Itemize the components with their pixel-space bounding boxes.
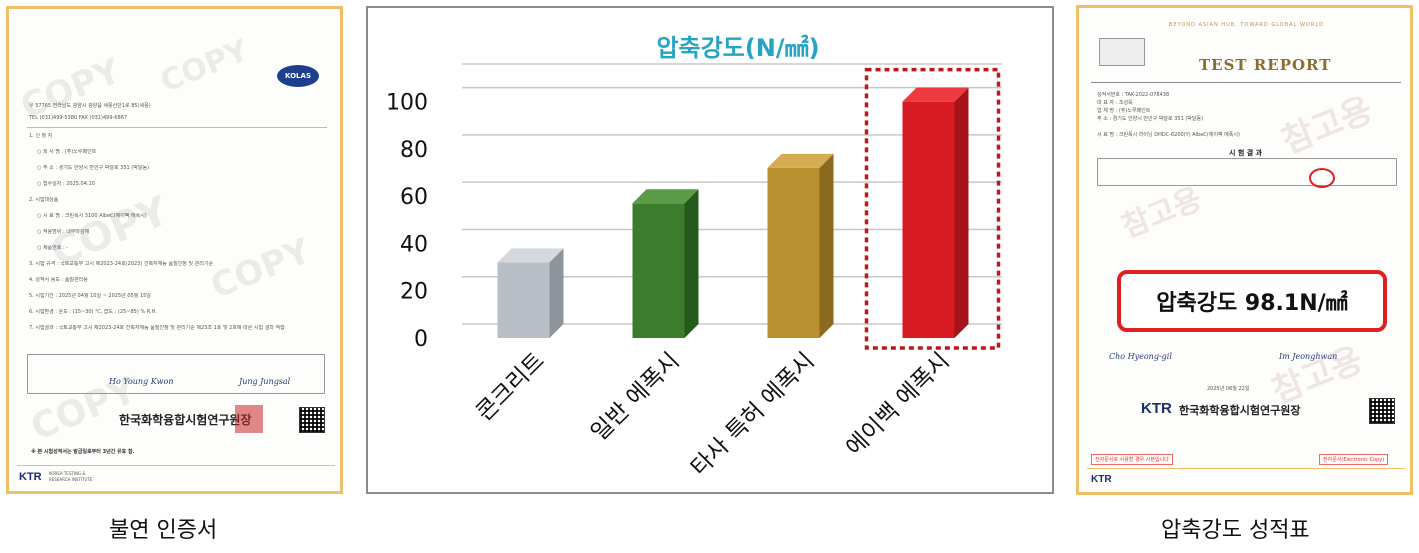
bar-front [767, 167, 820, 338]
certificate-line: ○ 시 료 명 : 크린폭시 3100 AlbeC(에이벡 에폭시) [37, 213, 147, 219]
validity-note: ※ 본 시험성적서는 발급일로부터 3년간 유효 함. [31, 449, 135, 455]
report-date: 2025년 06월 22일 [1207, 386, 1250, 392]
ktr-logo-subtitle: KOREA TESTING & RESEARCH INSTITUTE [49, 471, 93, 482]
x-category-label: 일반 에폭시 [586, 348, 684, 446]
signer-1-signature: Ho Young Kwon [109, 377, 174, 386]
bar-top [497, 248, 564, 263]
report-qr-code [1369, 398, 1395, 424]
caption-strength-report: 압축강도 성적표 [1161, 518, 1310, 543]
signature-table [27, 354, 325, 394]
bar-top [767, 153, 834, 168]
certificate-line: ○ 접수일자 : 2025.04.10 [37, 181, 95, 187]
bar-side [684, 189, 699, 338]
certificate-line: ○ 제품번호 : - [37, 245, 69, 251]
callout-text: 압축강도 98.1N/㎟ [1156, 291, 1348, 316]
certificate-line: 6. 시험환경 : 온도 : (15~30) ℃, 습도 : (25~85) %… [29, 309, 157, 315]
x-category-label: 콘크리트 [472, 348, 550, 426]
x-category-label: 타사 특허 에폭시 [686, 348, 819, 481]
certificate-line: ○ 주 소 : 경기도 안양시 만안구 박달로 351 (박달동) [37, 165, 149, 171]
results-table [1097, 158, 1397, 186]
bar-front [902, 101, 955, 339]
report-org-name: 한국화학융합시험연구원장 [1179, 404, 1301, 417]
ktr-emblem [1099, 38, 1145, 66]
certificate-line: 2. 시험대상품 [29, 197, 59, 203]
y-tick-label: 60 [400, 185, 428, 210]
report-footer-logo: KTR [1091, 474, 1112, 485]
bar-side [819, 153, 834, 338]
certificate-line: ○ 회 사 명 : (주)노루페인트 [37, 149, 97, 155]
copy-stamp-right: 전자문서(Electronic Copy) [1319, 454, 1389, 465]
bar-side [954, 87, 969, 339]
certificate-line: 5. 시험기간 : 2025년 04월 10일 ~ 2025년 05월 15일 [29, 293, 151, 299]
report-ktr-logo: KTR [1141, 400, 1172, 417]
report-banner: BEYOND ASIAN HUB, TOWARD GLOBAL WORLD [1169, 22, 1324, 28]
certificate-line: 1. 신 청 자 [29, 133, 53, 139]
x-category-label: 에이백 에폭시 [841, 348, 954, 461]
bar-top [902, 87, 969, 102]
chart-title: 압축강도(N/㎟) [656, 34, 819, 62]
results-section-title: 시 험 결 과 [1229, 149, 1263, 157]
bar-top [632, 189, 699, 204]
y-tick-label: 0 [414, 327, 428, 352]
bar [902, 87, 969, 339]
highlight-box [864, 67, 1001, 350]
certificate-line: 3. 시험 규격 : 국토교통부 고시 제2023-24호(2023) 건축자재… [29, 261, 214, 267]
official-seal [235, 405, 263, 433]
ktr-logo: KTR [19, 471, 42, 483]
report-title: TEST REPORT [1199, 56, 1332, 74]
y-tick-label: 100 [386, 91, 428, 116]
report-signer-1: Cho Hyeong-gil [1109, 352, 1172, 361]
bars [497, 67, 1001, 350]
report-signer-2: Im Jeonghwan [1279, 352, 1338, 361]
copy-stamp-left: 전자문서로 사용할 경우 사본입니다 [1091, 454, 1173, 465]
caption-fire-certificate: 불연 인증서 [109, 518, 218, 543]
certificate-line: ○ 적용범위 : 내부마감재 [37, 229, 90, 235]
bar [632, 189, 699, 338]
qr-code [299, 407, 325, 433]
signer-2-signature: Jung Jungsal [239, 377, 291, 386]
bar [497, 248, 564, 338]
certificate-line: 4. 성적서 용도 : 품질관리용 [29, 277, 88, 283]
fire-resistance-certificate-image: COPY COPY COPY COPY COPY KOLAS 우 57765 전… [6, 6, 343, 494]
y-axis-ticks: 0 20 40 60 80 100 [386, 91, 428, 352]
y-tick-label: 20 [400, 280, 428, 305]
y-tick-label: 40 [400, 232, 428, 257]
chart-canvas: 압축강도(N/㎟) 0 20 40 60 80 100 콘크리트 일반 에폭시 타사 특허 에… [386, 34, 1002, 481]
certificate-line: 7. 시험결과 : 국토교통부 고시 제2023-24호 건축자재등 품질인정 … [29, 325, 285, 331]
result-highlight-circle [1309, 168, 1335, 188]
compressive-strength-chart: 압축강도(N/㎟) 0 20 40 60 80 100 콘크리트 일반 에폭시 타사 특허 에… [366, 6, 1054, 494]
x-axis-labels: 콘크리트 일반 에폭시 타사 특허 에폭시 에이백 에폭시 [472, 348, 955, 481]
kolas-badge: KOLAS [277, 65, 319, 87]
left-org-name: 한국화학융합시험연구원장 [119, 413, 252, 427]
bar-front [497, 262, 550, 338]
bar-side [549, 248, 564, 338]
y-tick-label: 80 [400, 138, 428, 163]
compressive-strength-callout: 압축강도 98.1N/㎟ [1117, 270, 1387, 332]
test-report-image: 참고용 참고용 참고용 BEYOND ASIAN HUB, TOWARD GLO… [1076, 5, 1413, 495]
bar-front [632, 203, 685, 338]
bar [767, 153, 834, 338]
